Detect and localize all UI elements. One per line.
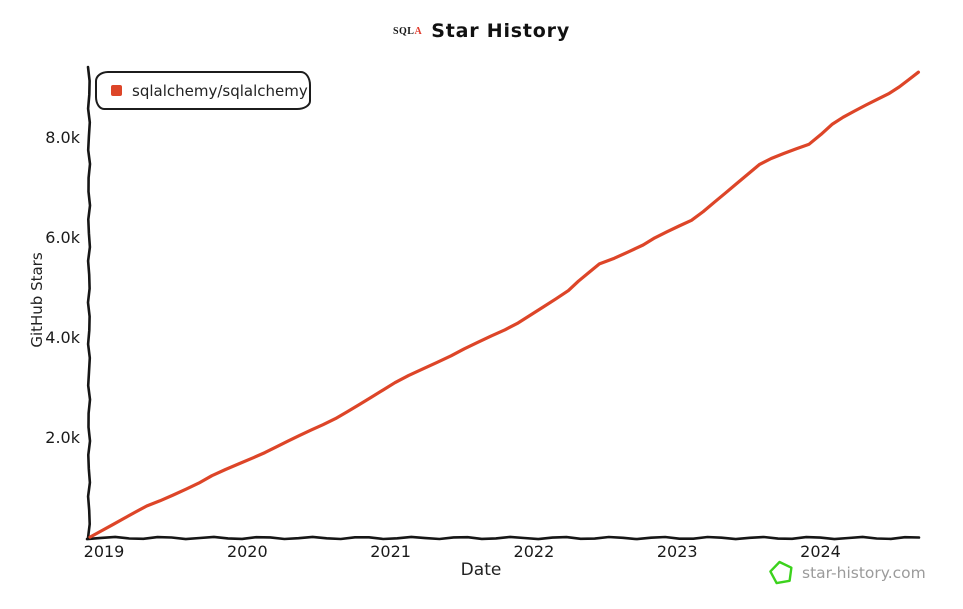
x-tick-label-2021: 2021: [370, 542, 411, 561]
watermark-text: star-history.com: [802, 563, 926, 582]
watermark: star-history.com: [768, 559, 926, 586]
y-tick-label-6.0k: 6.0k: [45, 227, 80, 247]
legend-box: sqlalchemy/sqlalchemy: [95, 71, 311, 110]
y-tick-label-4.0k: 4.0k: [45, 327, 80, 347]
sqlalchemy-logo: SQLA: [393, 27, 422, 37]
series-line-sqlalchemy: [88, 70, 920, 539]
x-tick-label-2023: 2023: [656, 542, 698, 561]
chart-title: SQLA Star History: [0, 20, 963, 42]
x-tick-label-2020: 2020: [226, 542, 268, 561]
x-tick-label-2019: 2019: [83, 542, 125, 561]
x-tick-label-2022: 2022: [513, 542, 555, 561]
page-title: Star History: [431, 20, 571, 42]
star-icon-path: [769, 560, 793, 585]
x-axis-title: Date: [460, 560, 502, 580]
legend-swatch: [111, 85, 122, 96]
legend-series-label: sqlalchemy/sqlalchemy: [132, 81, 308, 100]
x-axis: [85, 535, 921, 541]
logo-text-sql: SQL: [392, 26, 415, 37]
x-tick-label-2024: 2024: [800, 542, 841, 561]
y-tick-label-2.0k: 2.0k: [45, 427, 80, 447]
logo-text-a: A: [414, 26, 423, 37]
y-tick-label-8.0k: 8.0k: [45, 128, 80, 148]
star-icon: [769, 560, 793, 585]
y-axis: [86, 65, 92, 540]
